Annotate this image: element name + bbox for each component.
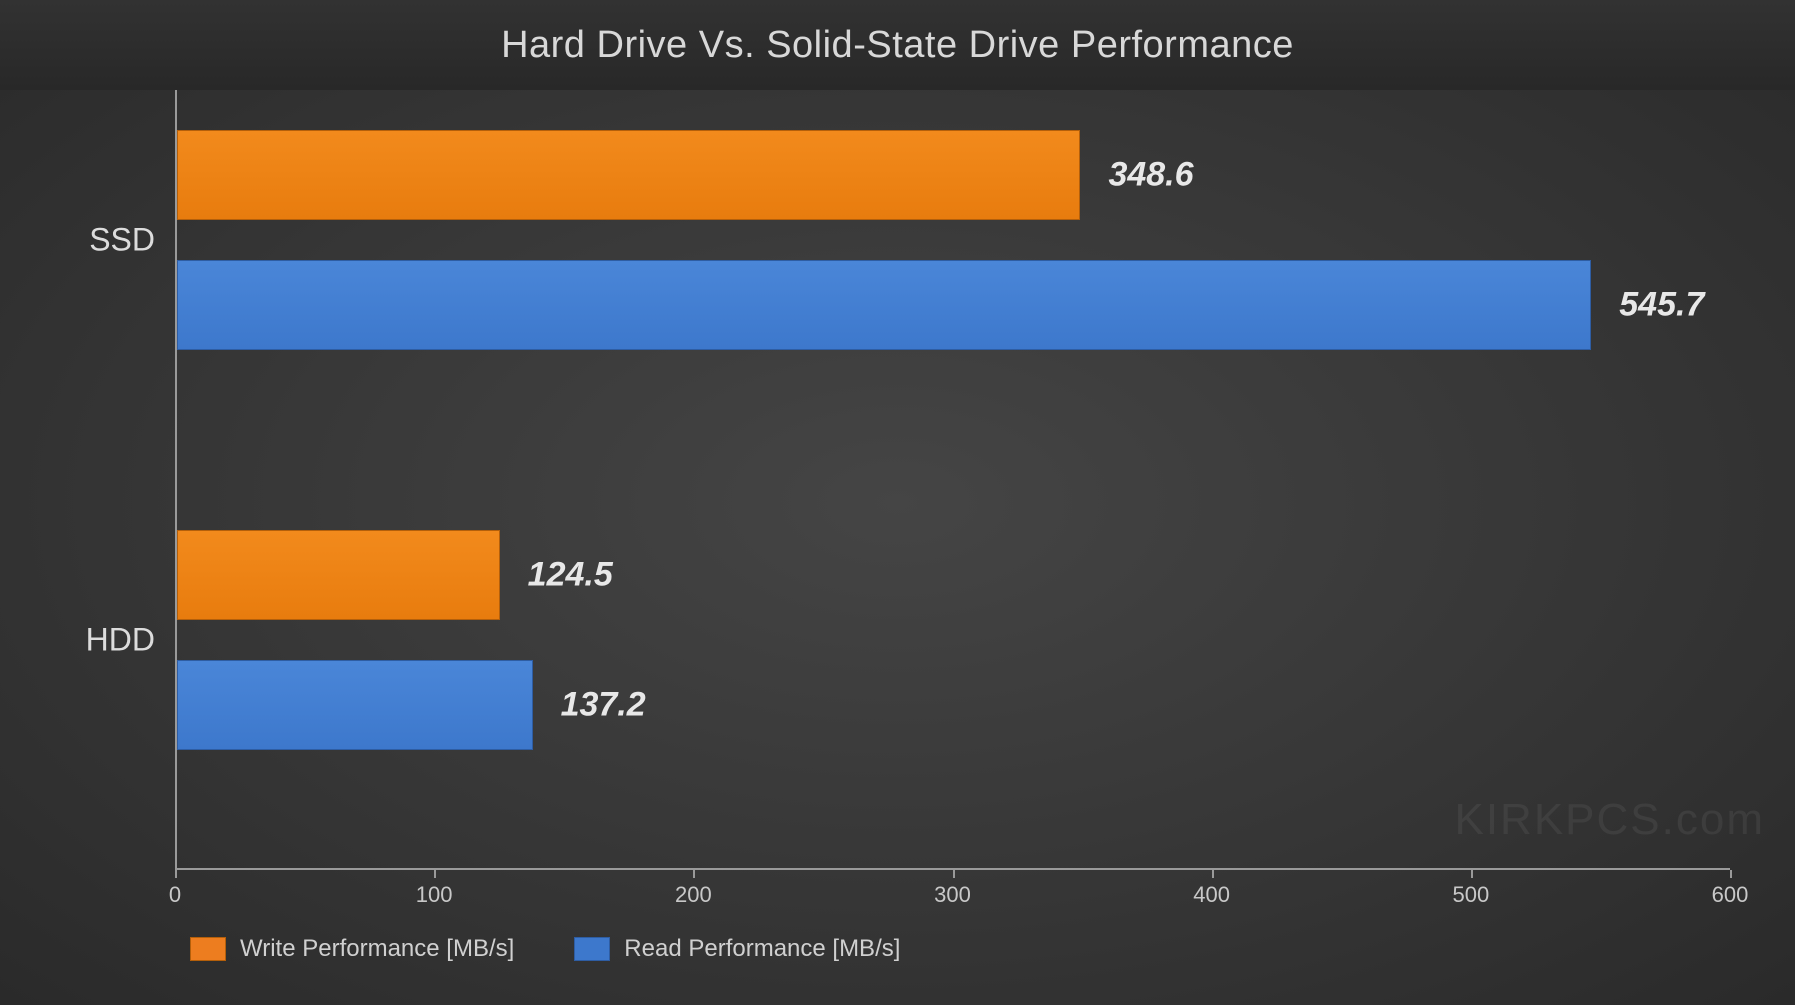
x-tick-label: 0: [169, 882, 181, 908]
value-label-hdd-write: 124.5: [528, 556, 613, 595]
x-tick-mark: [953, 870, 955, 878]
x-tick-mark: [175, 870, 177, 878]
chart-plot-area: 0100200300400500600SSDHDD348.6545.7124.5…: [175, 90, 1730, 870]
bar-ssd-read: [177, 260, 1591, 350]
x-tick-label: 300: [934, 882, 971, 908]
x-tick-label: 200: [675, 882, 712, 908]
x-tick-label: 500: [1452, 882, 1489, 908]
legend-item-write: Write Performance [MB/s]: [190, 935, 514, 963]
value-label-ssd-write: 348.6: [1108, 156, 1193, 195]
bar-ssd-write: [177, 130, 1080, 220]
bar-hdd-read: [177, 660, 533, 750]
legend-swatch-write: [190, 937, 226, 961]
y-category-label-ssd: SSD: [35, 222, 155, 259]
y-category-label-hdd: HDD: [35, 622, 155, 659]
legend-item-read: Read Performance [MB/s]: [574, 935, 900, 963]
x-tick-mark: [1212, 870, 1214, 878]
value-label-ssd-read: 545.7: [1619, 286, 1704, 325]
x-tick-label: 400: [1193, 882, 1230, 908]
x-tick-label: 100: [416, 882, 453, 908]
legend-label-read: Read Performance [MB/s]: [624, 935, 900, 963]
chart-title: Hard Drive Vs. Solid-State Drive Perform…: [501, 24, 1294, 67]
x-tick-label: 600: [1712, 882, 1749, 908]
value-label-hdd-read: 137.2: [561, 686, 646, 725]
chart-title-band: Hard Drive Vs. Solid-State Drive Perform…: [0, 0, 1795, 90]
x-tick-mark: [693, 870, 695, 878]
legend-label-write: Write Performance [MB/s]: [240, 935, 514, 963]
bar-hdd-write: [177, 530, 500, 620]
chart-legend: Write Performance [MB/s] Read Performanc…: [190, 935, 900, 963]
x-tick-mark: [1471, 870, 1473, 878]
x-tick-mark: [434, 870, 436, 878]
watermark-text: KIRKPCS.com: [1454, 795, 1765, 845]
x-tick-mark: [1730, 870, 1732, 878]
legend-swatch-read: [574, 937, 610, 961]
